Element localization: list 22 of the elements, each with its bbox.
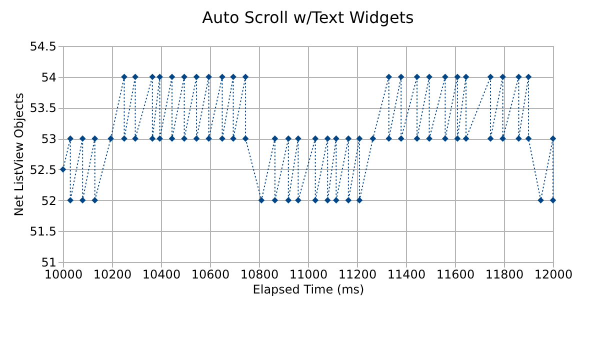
y-tick-label: 53 (41, 132, 56, 146)
x-axis-title: Elapsed Time (ms) (252, 282, 364, 296)
x-tick-label: 11400 (387, 268, 426, 282)
x-tick-label: 10400 (142, 268, 181, 282)
x-tick-label: 11800 (485, 268, 524, 282)
x-tick-label: 10200 (93, 268, 132, 282)
y-tick-label: 51.5 (30, 224, 56, 239)
x-tick-label: 10000 (44, 268, 83, 282)
y-tick-label: 54.5 (30, 40, 56, 54)
y-tick-label: 52 (41, 194, 56, 208)
chart-title: Auto Scroll w/Text Widgets (202, 8, 414, 27)
x-tick-label: 11200 (338, 268, 377, 282)
x-tick-label: 10800 (240, 268, 279, 282)
y-tick-label: 53.5 (30, 101, 56, 116)
x-tick-label: 12000 (534, 268, 573, 282)
y-axis-title: Net ListView Objects (12, 92, 26, 216)
y-tick-label: 51 (41, 256, 56, 270)
y-tick-label: 54 (41, 70, 56, 84)
x-tick-label: 10600 (191, 268, 230, 282)
y-tick-label: 52.5 (30, 162, 56, 177)
x-tick-label: 11600 (436, 268, 475, 282)
x-tick-label: 11000 (289, 268, 328, 282)
